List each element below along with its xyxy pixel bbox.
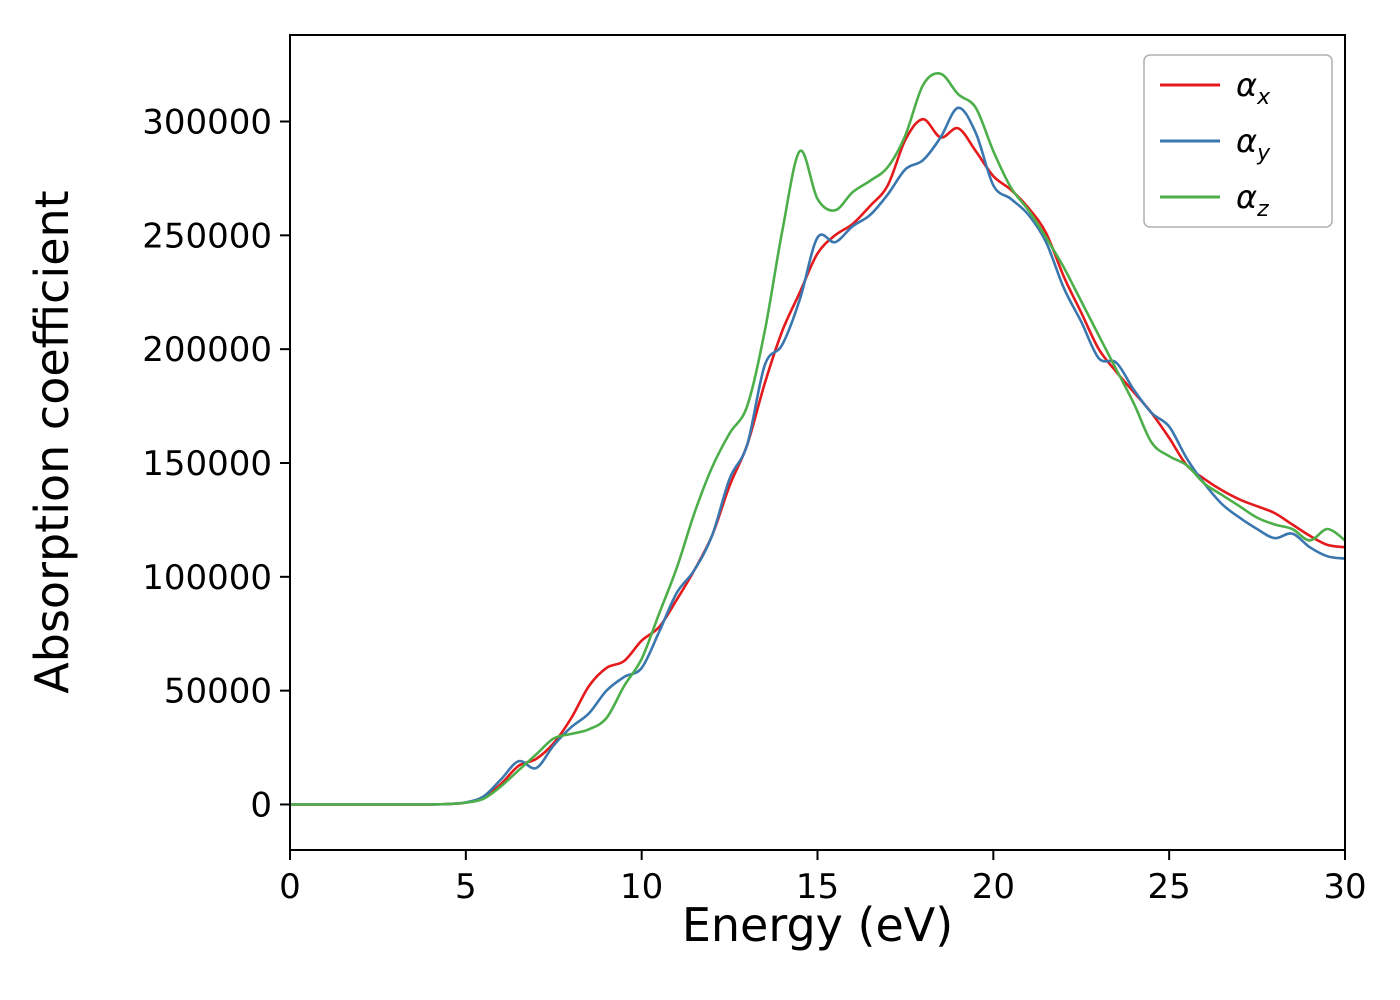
x-axis: 0 5 10 15 20 25 30: [279, 850, 1367, 907]
y-tick-label: 200000: [142, 330, 272, 370]
x-tick-label: 15: [796, 867, 839, 907]
y-tick-label: 100000: [142, 558, 272, 598]
y-axis: 0 50000 100000 150000 200000 250000 300000: [142, 103, 290, 825]
x-tick-label: 30: [1323, 867, 1366, 907]
y-tick-label: 300000: [142, 103, 272, 143]
legend-label-alpha_z: αz: [1236, 178, 1269, 222]
x-tick-label: 0: [279, 867, 301, 907]
x-tick-label: 20: [972, 867, 1015, 907]
series-group: [290, 72, 1345, 806]
legend-label-alpha_y: αy: [1236, 122, 1271, 166]
legend: αx αy αz: [1143, 54, 1333, 228]
x-tick-label: 10: [620, 867, 663, 907]
y-tick-label: 0: [250, 785, 272, 825]
y-axis-label: Absorption coefficient: [25, 190, 79, 694]
y-tick-label: 150000: [142, 444, 272, 484]
series-line-alpha_z: [290, 72, 1345, 806]
legend-box: [1143, 54, 1333, 228]
legend-label-alpha_x: αx: [1236, 66, 1271, 110]
y-tick-label: 250000: [142, 216, 272, 256]
y-tick-label: 50000: [164, 672, 272, 712]
x-tick-label: 5: [455, 867, 477, 907]
x-axis-label: Energy (eV): [681, 898, 954, 952]
x-tick-label: 25: [1148, 867, 1191, 907]
